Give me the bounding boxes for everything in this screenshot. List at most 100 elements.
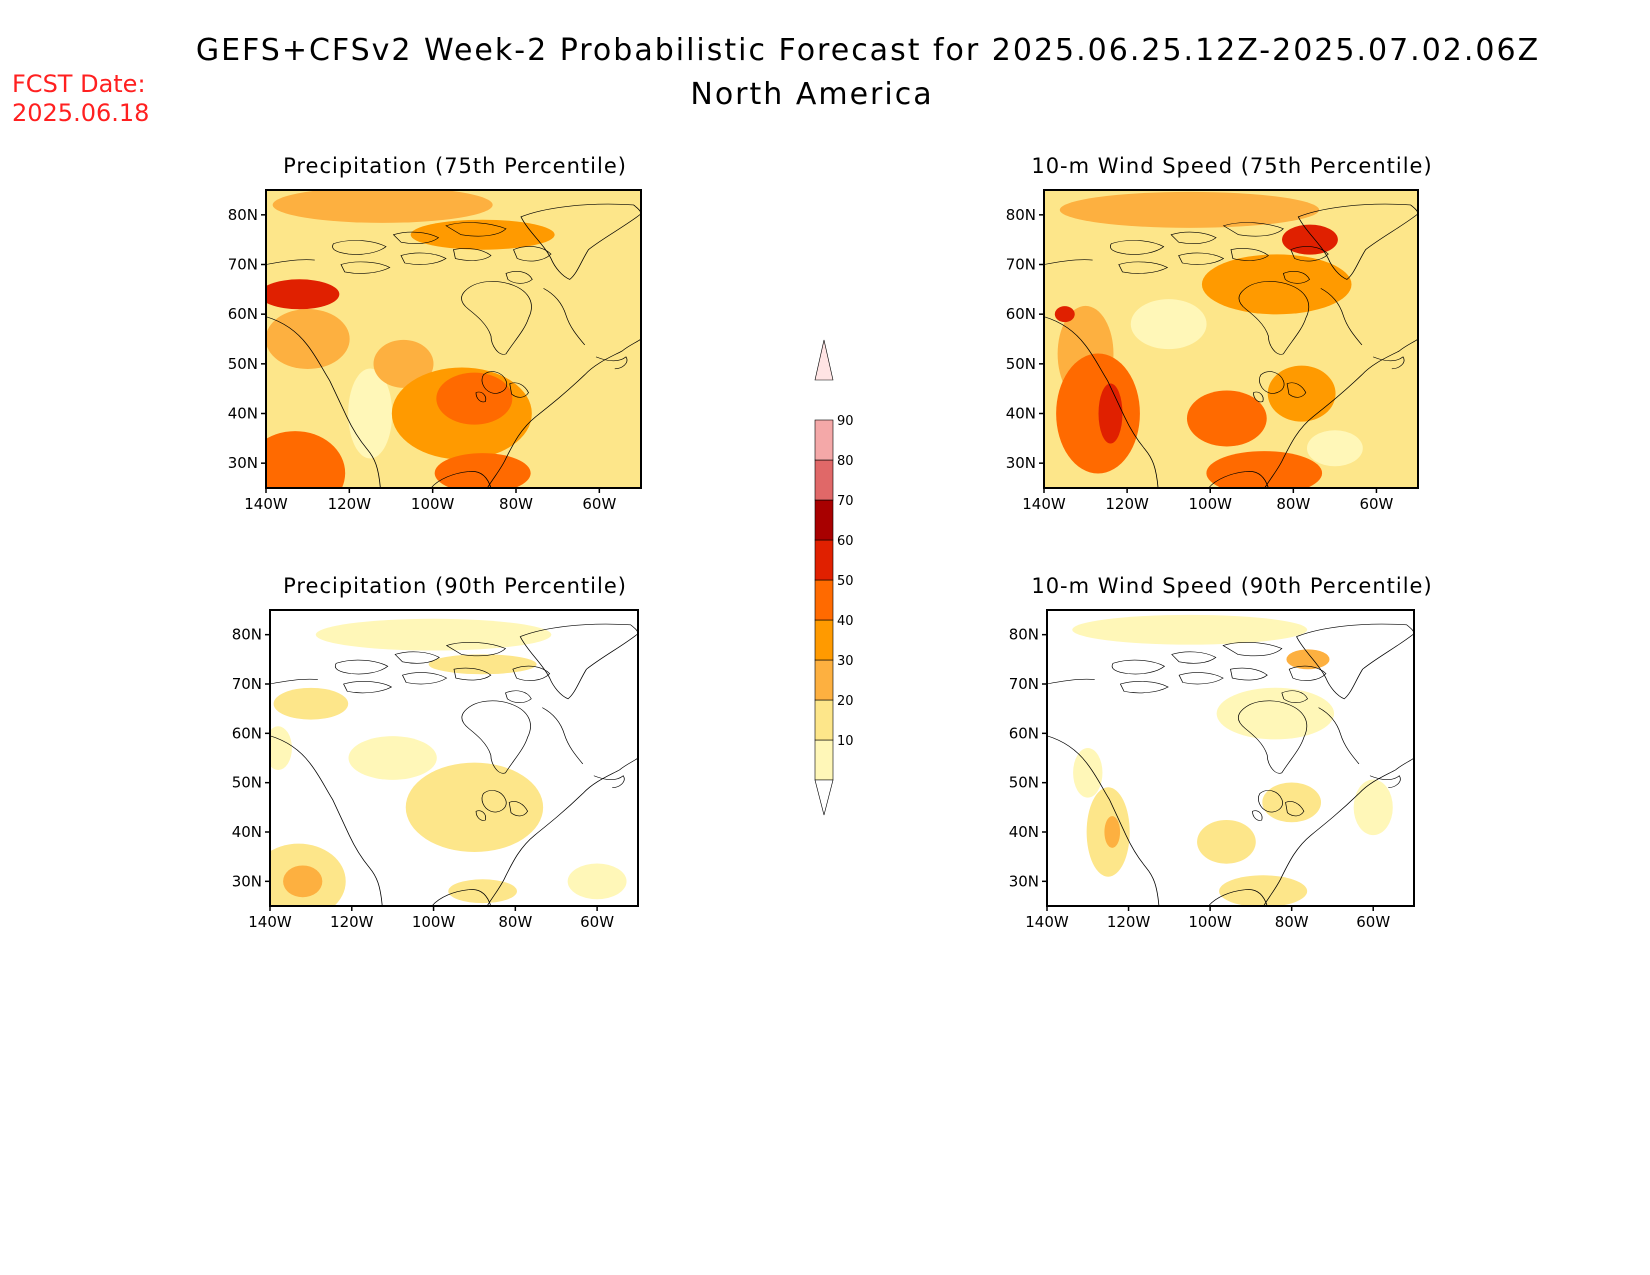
probability-contour xyxy=(1072,614,1308,645)
lon-tick-label: 80W xyxy=(1276,495,1310,513)
lat-tick-label: 80N xyxy=(1009,626,1039,644)
lon-tick-label: 60W xyxy=(582,495,616,513)
shaded-field xyxy=(270,610,638,906)
map-frame xyxy=(265,189,642,489)
colorbar-bin xyxy=(814,619,834,661)
probability-contour xyxy=(448,879,517,904)
fcst-date-value: 2025.06.18 xyxy=(12,99,149,127)
colorbar-cap xyxy=(814,779,834,816)
probability-contour xyxy=(348,736,437,780)
colorbar-bin xyxy=(814,659,834,701)
probability-contour xyxy=(1201,254,1352,315)
colorbar-label: 20 xyxy=(837,694,854,709)
probability-contour xyxy=(434,453,531,488)
lat-tick-label: 60N xyxy=(228,305,258,323)
lon-tick-label: 100W xyxy=(412,913,456,931)
probability-contour xyxy=(1282,224,1338,255)
lon-tick-label: 100W xyxy=(1188,913,1232,931)
lon-tick-label: 140W xyxy=(1025,913,1069,931)
probability-contour xyxy=(266,309,350,369)
lat-tick-label: 30N xyxy=(1006,454,1036,472)
colorbar-label: 80 xyxy=(837,454,854,469)
panel-title: 10-m Wind Speed (75th Percentile) xyxy=(1031,154,1432,178)
map-frame xyxy=(1043,189,1419,489)
lon-tick-label: 100W xyxy=(1188,495,1232,513)
lon-tick-label: 140W xyxy=(1022,495,1066,513)
lat-tick-label: 60N xyxy=(232,724,262,742)
lon-tick-label: 120W xyxy=(328,495,372,513)
lat-tick-label: 30N xyxy=(232,872,262,890)
lat-tick-label: 40N xyxy=(1009,823,1039,841)
shaded-field xyxy=(1047,610,1414,906)
colorbar-label: 40 xyxy=(837,614,854,629)
lat-tick-label: 40N xyxy=(232,823,262,841)
lon-tick-label: 120W xyxy=(1105,495,1149,513)
lon-tick-label: 140W xyxy=(244,495,288,513)
lon-tick-label: 140W xyxy=(248,913,292,931)
probability-contour xyxy=(405,762,544,853)
probability-contour xyxy=(1130,299,1207,350)
lat-tick-label: 60N xyxy=(1006,305,1036,323)
fcst-date-label: FCST Date: xyxy=(12,70,146,98)
colorbar-bin xyxy=(814,499,834,541)
probability-contour xyxy=(1073,747,1103,798)
probability-contour xyxy=(270,726,292,770)
probability-contour xyxy=(1056,353,1140,474)
lat-tick-label: 80N xyxy=(228,206,258,224)
lat-tick-label: 70N xyxy=(232,675,262,693)
probability-contour xyxy=(266,279,340,310)
lat-tick-label: 40N xyxy=(1006,405,1036,423)
colorbar-bin xyxy=(814,699,834,741)
probability-contour xyxy=(315,618,552,651)
colorbar-bin xyxy=(814,459,834,501)
lat-tick-label: 30N xyxy=(228,454,258,472)
wind-90th-panel: 10-m Wind Speed (90th Percentile) 80N 70N 6… xyxy=(1009,574,1432,931)
shaded-field xyxy=(1044,190,1418,488)
wind-75th-panel: 10-m Wind Speed (75th Percentile) 80N 70N 6… xyxy=(1006,154,1432,513)
colorbar-bin xyxy=(814,739,834,781)
colorbar-cap xyxy=(814,339,834,381)
colorbar-label: 70 xyxy=(837,494,854,509)
lon-tick-label: 120W xyxy=(330,913,374,931)
lon-tick-label: 80W xyxy=(499,495,533,513)
region-subtitle: North America xyxy=(690,77,933,112)
lon-tick-label: 80W xyxy=(498,913,532,931)
probability-contour xyxy=(1054,306,1075,323)
lat-tick-label: 70N xyxy=(1009,675,1039,693)
lat-tick-label: 70N xyxy=(1006,256,1036,274)
colorbar-label: 90 xyxy=(837,414,854,429)
lon-tick-label: 120W xyxy=(1107,913,1151,931)
map-frame xyxy=(269,609,639,907)
probability-contour xyxy=(1104,816,1121,848)
probability-contour xyxy=(373,339,434,388)
lon-tick-label: 60W xyxy=(580,913,614,931)
probability-contour xyxy=(1197,820,1256,864)
lat-tick-label: 50N xyxy=(1006,355,1036,373)
lat-tick-label: 30N xyxy=(1009,872,1039,890)
panel-title: 10-m Wind Speed (90th Percentile) xyxy=(1031,574,1432,598)
probability-contour xyxy=(272,190,493,223)
probability-contour xyxy=(1286,649,1330,670)
lat-tick-label: 50N xyxy=(232,774,262,792)
probability-contour xyxy=(1186,390,1267,447)
colorbar-label: 50 xyxy=(837,574,854,589)
probability-contour xyxy=(1219,875,1308,906)
probability-contour xyxy=(1216,687,1335,740)
probability-contour xyxy=(1262,782,1322,823)
probability-contour xyxy=(410,219,555,250)
lon-tick-label: 60W xyxy=(1359,495,1393,513)
colorbar-label: 10 xyxy=(837,734,854,749)
probability-contour xyxy=(1267,365,1336,422)
colorbar-label: 60 xyxy=(837,534,854,549)
probability-contour xyxy=(348,368,393,459)
probability-contour xyxy=(428,654,537,675)
shaded-field xyxy=(266,190,641,488)
probability-contour xyxy=(567,863,627,900)
probability-contour xyxy=(1306,430,1363,467)
precip-90th-panel: Precipitation (90th Percentile) 80N 70N 60N… xyxy=(232,574,639,931)
probability-contour xyxy=(1098,383,1123,444)
colorbar-bin xyxy=(814,579,834,621)
colorbar-bin xyxy=(814,539,834,581)
lat-tick-label: 70N xyxy=(228,256,258,274)
